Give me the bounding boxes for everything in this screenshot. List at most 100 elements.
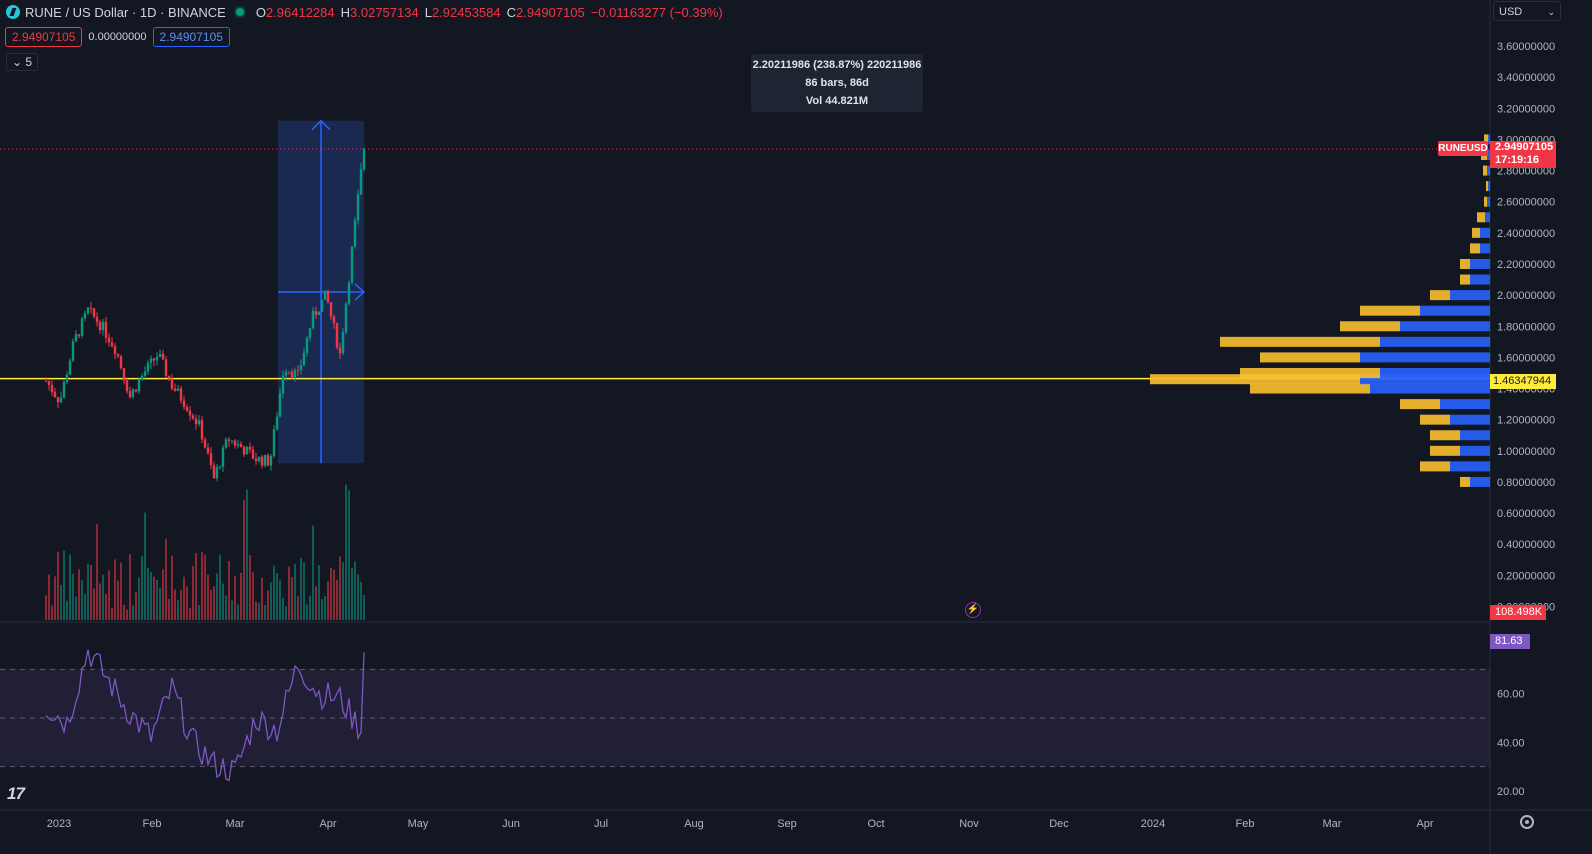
candle-body-2 <box>50 385 54 393</box>
time-tick-5: Jun <box>502 818 520 830</box>
candle-body-34 <box>146 362 150 372</box>
volume-bar-11 <box>78 569 80 620</box>
candle-body-9 <box>71 341 75 361</box>
candle-body-57 <box>215 467 219 479</box>
rsi-tick-2: 20.00 <box>1497 786 1525 798</box>
candle-body-55 <box>209 453 213 466</box>
candle-body-18 <box>98 322 102 331</box>
time-tick-9: Oct <box>867 818 884 830</box>
candle-body-84 <box>296 370 300 372</box>
time-tick-14: Mar <box>1323 818 1342 830</box>
candle-body-6 <box>62 381 66 398</box>
volume-bar-30 <box>135 591 137 620</box>
volume-bar-2 <box>51 605 53 620</box>
volume-bar-74 <box>267 590 269 620</box>
volume-bar-71 <box>258 602 260 620</box>
candle-body-16 <box>92 308 96 317</box>
candle-body-69 <box>251 449 255 459</box>
volume-bar-9 <box>72 573 74 620</box>
vp-bar-down-11 <box>1340 321 1400 332</box>
candle-body-88 <box>308 328 312 338</box>
indicators-toggle[interactable]: ⌄ 5 <box>6 53 39 71</box>
buy-button[interactable]: 2.94907105 <box>152 27 230 47</box>
vp-bar-down-19 <box>1484 196 1487 207</box>
vp-bar-down-12 <box>1360 305 1420 316</box>
volume-bar-97 <box>336 579 338 620</box>
volume-bar-26 <box>123 604 125 620</box>
vp-bar-down-9 <box>1260 352 1360 363</box>
tradingview-logo-icon[interactable]: 17 <box>7 784 25 804</box>
volume-bar-99 <box>342 562 344 620</box>
candle-body-102 <box>350 246 354 283</box>
vp-bar-down-0 <box>1460 476 1470 487</box>
price-tick-8: 2.00000000 <box>1497 290 1555 302</box>
volume-bar-85 <box>300 557 302 620</box>
candle-body-51 <box>197 420 201 425</box>
volume-bar-63 <box>234 575 236 620</box>
candle-body-104 <box>356 194 360 221</box>
vp-bar-up-22 <box>1487 149 1490 160</box>
candle-body-76 <box>272 429 276 456</box>
vp-bar-down-7 <box>1150 374 1360 385</box>
volume-bar-77 <box>276 573 278 620</box>
candle-body-75 <box>269 455 273 466</box>
gear-icon[interactable] <box>1520 815 1534 829</box>
price-tick-1: 3.40000000 <box>1497 72 1555 84</box>
vp-bar-up-4 <box>1450 414 1490 425</box>
candle-body-83 <box>293 370 297 378</box>
volume-bar-43 <box>174 589 176 620</box>
volume-bar-80 <box>285 605 287 620</box>
candle-body-12 <box>80 318 84 336</box>
vp-bar-up-15 <box>1470 258 1490 269</box>
volume-bar-48 <box>189 608 191 620</box>
candle-body-96 <box>332 316 336 324</box>
candle-body-17 <box>95 316 99 323</box>
candle-body-21 <box>107 337 111 343</box>
vp-bar-up-2 <box>1460 445 1490 456</box>
indicators-count: 5 <box>25 55 33 69</box>
vp-bar-up-8 <box>1380 367 1490 378</box>
volume-bar-36 <box>153 576 155 620</box>
candle-body-47 <box>185 406 189 411</box>
currency-select[interactable]: USD ⌄ <box>1493 1 1561 21</box>
candle-body-23 <box>113 346 117 354</box>
volume-bar-10 <box>75 596 77 620</box>
candle-body-100 <box>344 303 348 333</box>
lightning-icon[interactable]: ⚡ <box>965 602 981 618</box>
rsi-tick-0: 60.00 <box>1497 689 1525 701</box>
vp-bar-up-13 <box>1450 290 1490 301</box>
candle-body-10 <box>74 334 78 342</box>
time-tick-12: 2024 <box>1141 818 1165 830</box>
candle-body-40 <box>164 359 168 376</box>
volume-bar-54 <box>207 574 209 620</box>
vp-bar-up-3 <box>1460 430 1490 441</box>
volume-bar-45 <box>180 590 182 620</box>
candle-body-87 <box>305 337 309 353</box>
vp-bar-up-20 <box>1488 181 1490 192</box>
candle-body-13 <box>83 313 87 319</box>
vp-bar-down-13 <box>1430 290 1450 301</box>
close-value: 2.94907105 <box>516 4 585 20</box>
symbol-title[interactable]: RUNE / US Dollar · 1D · BINANCE <box>25 4 226 20</box>
candle-body-64 <box>236 443 240 446</box>
vp-bar-up-18 <box>1485 212 1490 223</box>
volume-bar-86 <box>303 562 305 620</box>
vp-bar-up-11 <box>1400 321 1490 332</box>
volume-bar-76 <box>273 565 275 620</box>
price-tick-9: 1.80000000 <box>1497 321 1555 333</box>
volume-bar-100 <box>345 484 347 620</box>
candle-body-93 <box>323 290 327 300</box>
volume-bar-28 <box>129 554 131 620</box>
candle-body-22 <box>110 342 114 347</box>
candle-body-33 <box>143 371 147 376</box>
volume-bar-83 <box>294 564 296 620</box>
candle-body-24 <box>116 353 120 357</box>
volume-bar-19 <box>102 574 104 620</box>
volume-bar-70 <box>255 601 257 620</box>
sell-button[interactable]: 2.94907105 <box>5 27 83 47</box>
time-tick-10: Nov <box>959 818 979 830</box>
measure-volume: Vol 44.821M <box>805 95 869 107</box>
measure-arrow-up <box>311 119 331 131</box>
vp-bar-up-0 <box>1470 476 1490 487</box>
